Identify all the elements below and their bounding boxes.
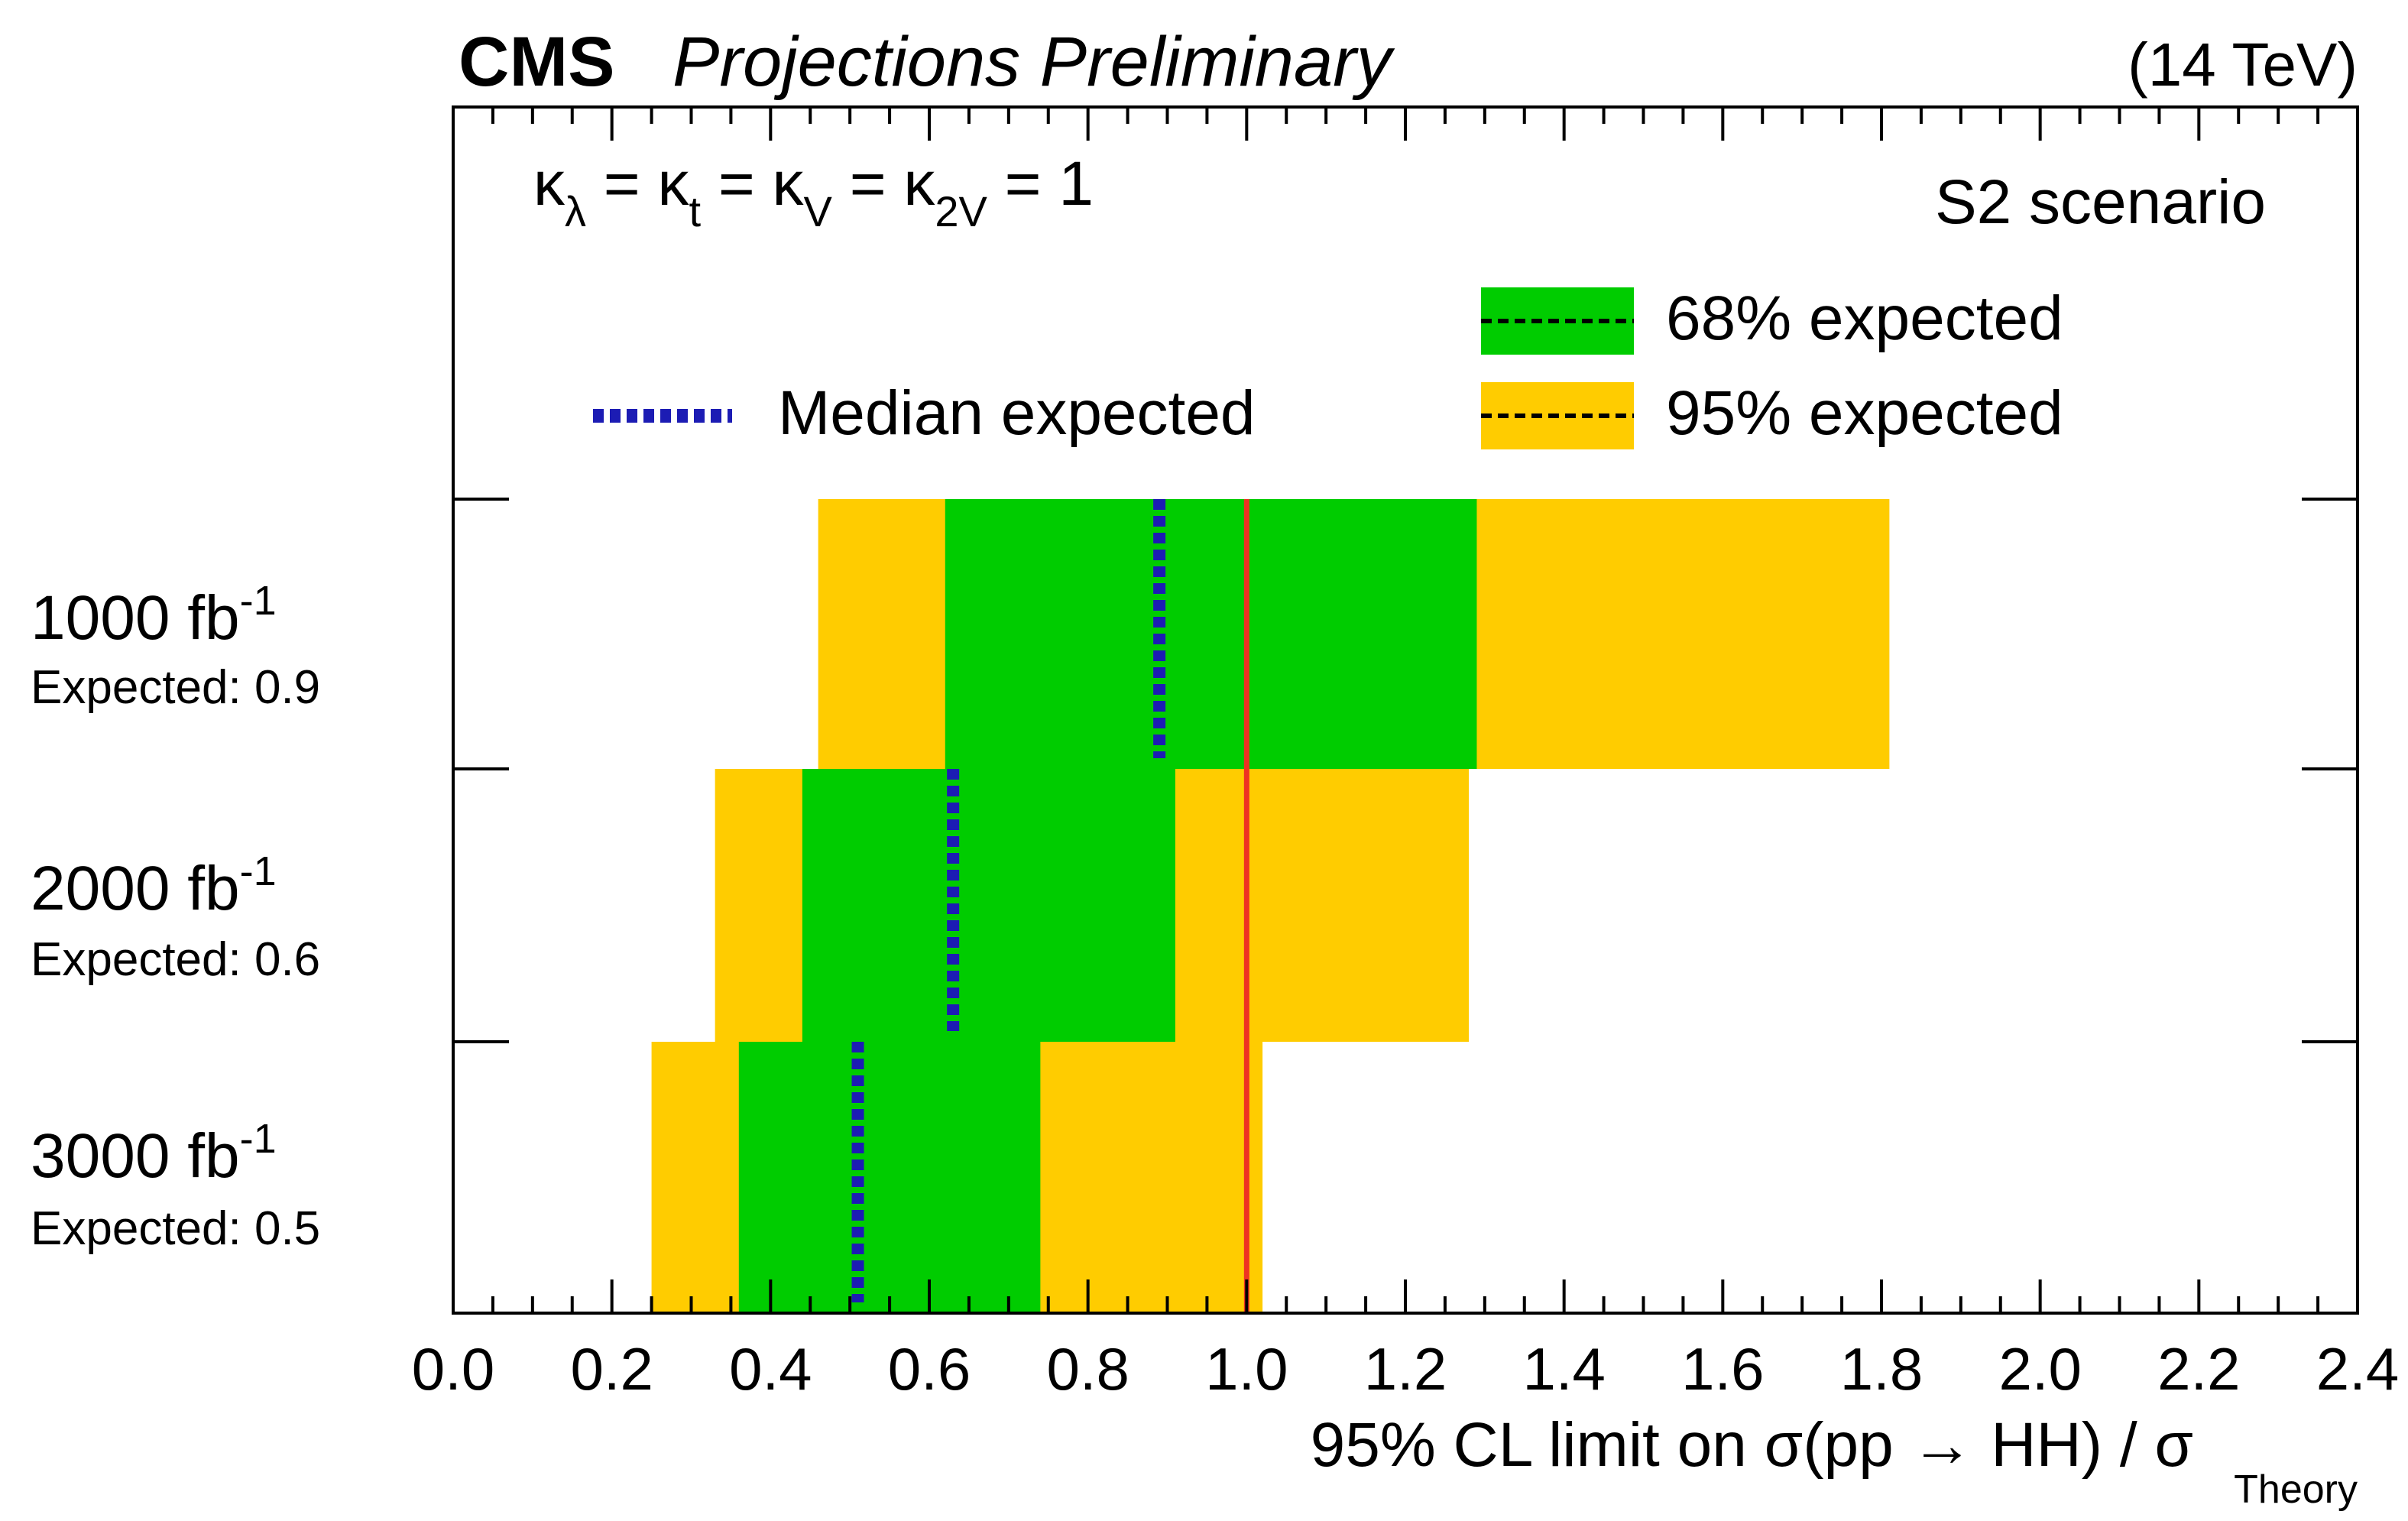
x-axis-title: 95% CL limit on σ(pp → HH) / σ: [1311, 1410, 2193, 1480]
x-axis-title-subscript: Theory: [2234, 1467, 2358, 1512]
energy-label: (14 TeV): [2128, 31, 2358, 99]
x-tick-label: 0.6: [888, 1335, 971, 1403]
band-68: [945, 499, 1477, 769]
legend-95-label: 95% expected: [1666, 378, 2063, 448]
x-tick-label: 0.8: [1046, 1335, 1129, 1403]
x-tick-label: 2.0: [1998, 1335, 2081, 1403]
x-tick-label: 1.2: [1364, 1335, 1447, 1403]
band-68: [738, 1042, 1041, 1313]
legend: 68% expected 95% expected Median expecte…: [593, 284, 2063, 449]
bands-layer: [651, 499, 1890, 1313]
category-label: 3000 fb-1: [31, 1116, 277, 1191]
expected-label: Expected: 0.6: [31, 933, 320, 986]
category-label: 1000 fb-1: [31, 578, 277, 653]
kappa-annotation: κλ = κt = κV = κ2V = 1: [533, 149, 1094, 235]
category-labels: 1000 fb-1 Expected: 0.9 2000 fb-1 Expect…: [31, 578, 320, 1255]
category-label: 2000 fb-1: [31, 848, 277, 923]
x-tick-label: 0.4: [729, 1335, 812, 1403]
subtitle-label: Projections Preliminary: [672, 23, 1395, 101]
x-tick-label: 2.2: [2157, 1335, 2240, 1403]
x-tick-label: 2.4: [2316, 1335, 2399, 1403]
legend-68-label: 68% expected: [1666, 284, 2063, 353]
band-68: [802, 769, 1175, 1042]
x-tick-label: 0.0: [412, 1335, 494, 1403]
expected-label: Expected: 0.9: [31, 661, 320, 714]
expected-label: Expected: 0.5: [31, 1202, 320, 1255]
x-tick-label: 1.4: [1522, 1335, 1605, 1403]
x-tick-label: 1.6: [1681, 1335, 1764, 1403]
legend-median-label: Median expected: [778, 378, 1256, 448]
x-axis: 0.0 0.2 0.4 0.6 0.8 1.0 1.2 1.4 1.6 1.8 2.0 2.2 2.4: [412, 107, 2399, 1403]
experiment-label: CMS: [459, 23, 614, 101]
scenario-label: S2 scenario: [1935, 167, 2266, 237]
x-tick-label: 1.0: [1205, 1335, 1288, 1403]
x-tick-label: 1.8: [1840, 1335, 1923, 1403]
x-tick-label: 0.2: [570, 1335, 653, 1403]
